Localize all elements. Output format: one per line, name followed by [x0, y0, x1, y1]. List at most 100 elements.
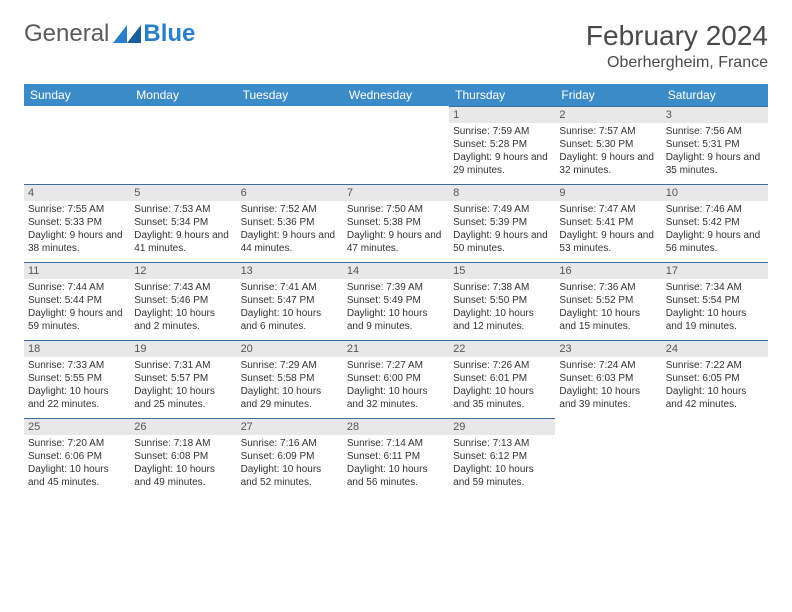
calendar-cell: 20Sunrise: 7:29 AMSunset: 5:58 PMDayligh…: [237, 340, 343, 418]
sunrise-text: Sunrise: 7:31 AM: [134, 359, 232, 372]
day-details: Sunrise: 7:50 AMSunset: 5:38 PMDaylight:…: [343, 201, 449, 259]
daylight-text: Daylight: 10 hours and 15 minutes.: [559, 307, 657, 333]
day-details: Sunrise: 7:31 AMSunset: 5:57 PMDaylight:…: [130, 357, 236, 415]
day-number: 16: [555, 263, 661, 279]
sunset-text: Sunset: 6:12 PM: [453, 450, 551, 463]
sunrise-text: Sunrise: 7:46 AM: [666, 203, 764, 216]
daylight-text: Daylight: 10 hours and 39 minutes.: [559, 385, 657, 411]
calendar-cell-empty: [237, 106, 343, 184]
daylight-text: Daylight: 10 hours and 12 minutes.: [453, 307, 551, 333]
calendar-body: 1Sunrise: 7:59 AMSunset: 5:28 PMDaylight…: [24, 106, 768, 496]
calendar-cell-empty: [130, 106, 236, 184]
day-number: 5: [130, 185, 236, 201]
sunset-text: Sunset: 5:36 PM: [241, 216, 339, 229]
day-details: Sunrise: 7:53 AMSunset: 5:34 PMDaylight:…: [130, 201, 236, 259]
sunset-text: Sunset: 5:50 PM: [453, 294, 551, 307]
sunset-text: Sunset: 5:49 PM: [347, 294, 445, 307]
sunset-text: Sunset: 5:28 PM: [453, 138, 551, 151]
sunset-text: Sunset: 6:11 PM: [347, 450, 445, 463]
daylight-text: Daylight: 10 hours and 2 minutes.: [134, 307, 232, 333]
daylight-text: Daylight: 10 hours and 29 minutes.: [241, 385, 339, 411]
daylight-text: Daylight: 9 hours and 59 minutes.: [28, 307, 126, 333]
weekday-header: Thursday: [449, 84, 555, 106]
daylight-text: Daylight: 9 hours and 29 minutes.: [453, 151, 551, 177]
weekday-header: Friday: [555, 84, 661, 106]
calendar-cell: 7Sunrise: 7:50 AMSunset: 5:38 PMDaylight…: [343, 184, 449, 262]
sunset-text: Sunset: 5:38 PM: [347, 216, 445, 229]
calendar-cell: 4Sunrise: 7:55 AMSunset: 5:33 PMDaylight…: [24, 184, 130, 262]
sunset-text: Sunset: 6:08 PM: [134, 450, 232, 463]
header: General Blue February 2024 Oberhergheim,…: [24, 20, 768, 72]
sunrise-text: Sunrise: 7:39 AM: [347, 281, 445, 294]
daylight-text: Daylight: 9 hours and 41 minutes.: [134, 229, 232, 255]
calendar-cell: 17Sunrise: 7:34 AMSunset: 5:54 PMDayligh…: [662, 262, 768, 340]
day-number: 13: [237, 263, 343, 279]
sunrise-text: Sunrise: 7:16 AM: [241, 437, 339, 450]
day-number: 1: [449, 107, 555, 123]
day-number: 14: [343, 263, 449, 279]
logo-text-1: General: [24, 20, 109, 48]
day-details: Sunrise: 7:49 AMSunset: 5:39 PMDaylight:…: [449, 201, 555, 259]
sunrise-text: Sunrise: 7:29 AM: [241, 359, 339, 372]
sunrise-text: Sunrise: 7:24 AM: [559, 359, 657, 372]
sunrise-text: Sunrise: 7:56 AM: [666, 125, 764, 138]
day-number: 2: [555, 107, 661, 123]
calendar-cell: 12Sunrise: 7:43 AMSunset: 5:46 PMDayligh…: [130, 262, 236, 340]
day-number: 19: [130, 341, 236, 357]
daylight-text: Daylight: 10 hours and 45 minutes.: [28, 463, 126, 489]
sunset-text: Sunset: 5:47 PM: [241, 294, 339, 307]
sunset-text: Sunset: 6:01 PM: [453, 372, 551, 385]
day-details: Sunrise: 7:46 AMSunset: 5:42 PMDaylight:…: [662, 201, 768, 259]
calendar-cell: 27Sunrise: 7:16 AMSunset: 6:09 PMDayligh…: [237, 418, 343, 496]
sunset-text: Sunset: 6:00 PM: [347, 372, 445, 385]
sunrise-text: Sunrise: 7:14 AM: [347, 437, 445, 450]
day-details: Sunrise: 7:41 AMSunset: 5:47 PMDaylight:…: [237, 279, 343, 337]
day-number: 24: [662, 341, 768, 357]
day-details: Sunrise: 7:18 AMSunset: 6:08 PMDaylight:…: [130, 435, 236, 493]
sunrise-text: Sunrise: 7:20 AM: [28, 437, 126, 450]
sunset-text: Sunset: 5:30 PM: [559, 138, 657, 151]
day-details: Sunrise: 7:27 AMSunset: 6:00 PMDaylight:…: [343, 357, 449, 415]
calendar-cell: 24Sunrise: 7:22 AMSunset: 6:05 PMDayligh…: [662, 340, 768, 418]
daylight-text: Daylight: 9 hours and 38 minutes.: [28, 229, 126, 255]
weekday-header: Tuesday: [237, 84, 343, 106]
sunrise-text: Sunrise: 7:22 AM: [666, 359, 764, 372]
daylight-text: Daylight: 10 hours and 56 minutes.: [347, 463, 445, 489]
daylight-text: Daylight: 9 hours and 47 minutes.: [347, 229, 445, 255]
daylight-text: Daylight: 9 hours and 53 minutes.: [559, 229, 657, 255]
daylight-text: Daylight: 10 hours and 19 minutes.: [666, 307, 764, 333]
weekday-header: Monday: [130, 84, 236, 106]
sunrise-text: Sunrise: 7:59 AM: [453, 125, 551, 138]
calendar-cell: 8Sunrise: 7:49 AMSunset: 5:39 PMDaylight…: [449, 184, 555, 262]
sunrise-text: Sunrise: 7:47 AM: [559, 203, 657, 216]
day-details: Sunrise: 7:20 AMSunset: 6:06 PMDaylight:…: [24, 435, 130, 493]
calendar-cell: 25Sunrise: 7:20 AMSunset: 6:06 PMDayligh…: [24, 418, 130, 496]
sunset-text: Sunset: 6:06 PM: [28, 450, 126, 463]
day-number: 25: [24, 419, 130, 435]
sunrise-text: Sunrise: 7:38 AM: [453, 281, 551, 294]
day-details: Sunrise: 7:33 AMSunset: 5:55 PMDaylight:…: [24, 357, 130, 415]
logo-triangle-icon: [113, 25, 141, 43]
day-details: Sunrise: 7:36 AMSunset: 5:52 PMDaylight:…: [555, 279, 661, 337]
day-number: 21: [343, 341, 449, 357]
sunset-text: Sunset: 6:09 PM: [241, 450, 339, 463]
day-details: Sunrise: 7:14 AMSunset: 6:11 PMDaylight:…: [343, 435, 449, 493]
calendar-cell: 5Sunrise: 7:53 AMSunset: 5:34 PMDaylight…: [130, 184, 236, 262]
calendar-cell: 28Sunrise: 7:14 AMSunset: 6:11 PMDayligh…: [343, 418, 449, 496]
sunrise-text: Sunrise: 7:36 AM: [559, 281, 657, 294]
day-number: 10: [662, 185, 768, 201]
logo-text-2: Blue: [143, 20, 195, 48]
day-details: Sunrise: 7:52 AMSunset: 5:36 PMDaylight:…: [237, 201, 343, 259]
daylight-text: Daylight: 9 hours and 50 minutes.: [453, 229, 551, 255]
day-details: Sunrise: 7:56 AMSunset: 5:31 PMDaylight:…: [662, 123, 768, 181]
calendar-cell: 21Sunrise: 7:27 AMSunset: 6:00 PMDayligh…: [343, 340, 449, 418]
calendar-cell: 15Sunrise: 7:38 AMSunset: 5:50 PMDayligh…: [449, 262, 555, 340]
sunset-text: Sunset: 5:46 PM: [134, 294, 232, 307]
calendar-cell: 13Sunrise: 7:41 AMSunset: 5:47 PMDayligh…: [237, 262, 343, 340]
sunrise-text: Sunrise: 7:41 AM: [241, 281, 339, 294]
sunrise-text: Sunrise: 7:43 AM: [134, 281, 232, 294]
day-details: Sunrise: 7:13 AMSunset: 6:12 PMDaylight:…: [449, 435, 555, 493]
logo: General Blue: [24, 20, 195, 48]
sunrise-text: Sunrise: 7:53 AM: [134, 203, 232, 216]
sunrise-text: Sunrise: 7:26 AM: [453, 359, 551, 372]
